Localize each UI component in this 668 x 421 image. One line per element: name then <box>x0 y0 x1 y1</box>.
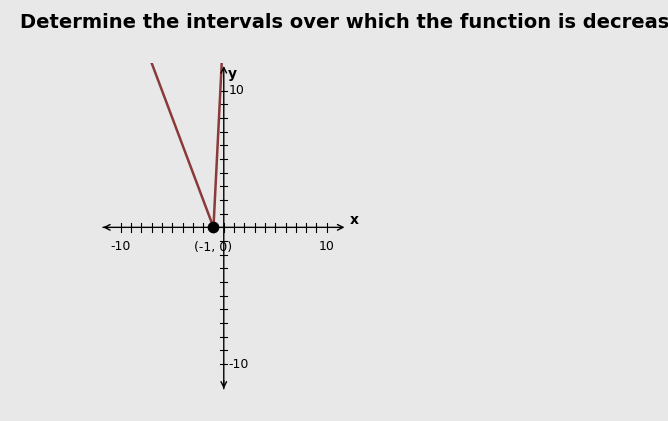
Text: y: y <box>227 67 236 81</box>
Text: 10: 10 <box>228 84 244 97</box>
Text: 10: 10 <box>319 240 335 253</box>
Text: x: x <box>349 213 359 227</box>
Text: (-1, 0): (-1, 0) <box>194 241 232 254</box>
Text: -10: -10 <box>111 240 131 253</box>
Point <box>208 224 219 231</box>
Text: Determine the intervals over which the function is decreasir: Determine the intervals over which the f… <box>20 13 668 32</box>
Text: -10: -10 <box>228 358 248 370</box>
